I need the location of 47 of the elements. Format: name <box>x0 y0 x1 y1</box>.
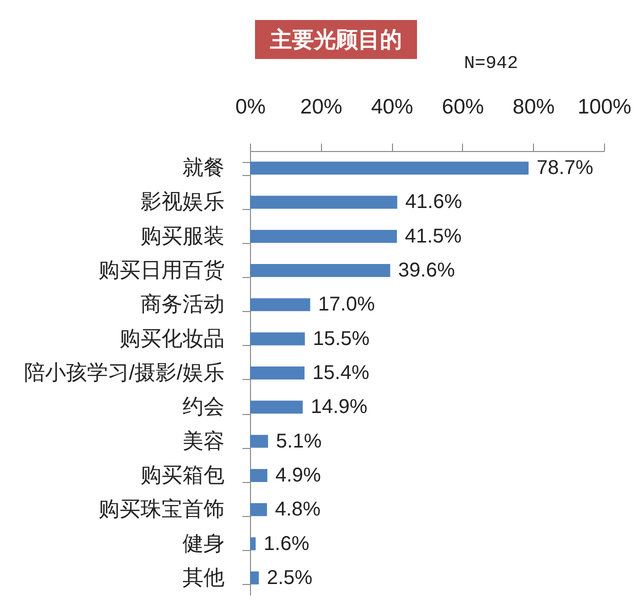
y-tick-label: 影视娱乐 <box>140 190 224 214</box>
bar <box>250 264 390 278</box>
y-tick-label: 健身 <box>182 532 224 556</box>
data-label: 78.7% <box>536 157 594 180</box>
y-tick-label: 其他 <box>182 566 224 590</box>
bar <box>250 162 529 175</box>
y-tick-label: 购买珠宝首饰 <box>98 498 224 522</box>
data-label: 4.8% <box>274 498 321 521</box>
y-tick-label: 陪小孩学习/摄影/娱乐 <box>24 362 224 384</box>
data-label: 39.6% <box>398 260 456 282</box>
data-label: 15.4% <box>312 362 370 384</box>
data-label: 5.1% <box>276 430 322 452</box>
bar <box>250 400 303 414</box>
bar <box>250 230 397 243</box>
data-label: 41.6% <box>405 191 462 214</box>
x-tick-label: 80% <box>512 96 555 118</box>
bar <box>250 468 268 482</box>
bar <box>250 196 398 209</box>
y-tick-label: 就餐 <box>182 156 224 180</box>
bar <box>250 298 310 312</box>
bar <box>250 332 305 346</box>
x-tick-label: 0% <box>235 96 266 118</box>
y-tick-label: 约会 <box>182 396 224 419</box>
chart-title: 主要光顾目的 <box>269 27 402 52</box>
bar <box>250 434 268 448</box>
data-label: 17.0% <box>318 294 376 316</box>
bar <box>250 503 267 516</box>
y-tick-label: 购买服装 <box>140 224 224 248</box>
bar <box>250 366 305 380</box>
data-label: 41.5% <box>404 225 462 248</box>
y-tick-label: 商务活动 <box>140 293 224 316</box>
y-tick-label: 美容 <box>182 430 224 453</box>
data-label: 4.9% <box>275 464 322 486</box>
data-label: 15.5% <box>312 328 370 350</box>
x-tick-label: 40% <box>371 96 414 118</box>
text: N=942 <box>464 54 518 74</box>
x-tick-label: 20% <box>300 96 342 118</box>
y-tick-label: 购买箱包 <box>140 464 224 487</box>
data-label: 2.5% <box>266 566 313 589</box>
bar <box>250 537 256 550</box>
y-tick-label: 购买化妆品 <box>120 327 224 350</box>
x-tick-label: 60% <box>442 96 484 118</box>
x-tick-label: 100% <box>578 96 632 118</box>
data-label: 1.6% <box>264 532 310 555</box>
data-label: 14.9% <box>310 396 368 418</box>
bar <box>250 571 259 584</box>
y-tick-label: 购买日用百货 <box>98 259 224 282</box>
